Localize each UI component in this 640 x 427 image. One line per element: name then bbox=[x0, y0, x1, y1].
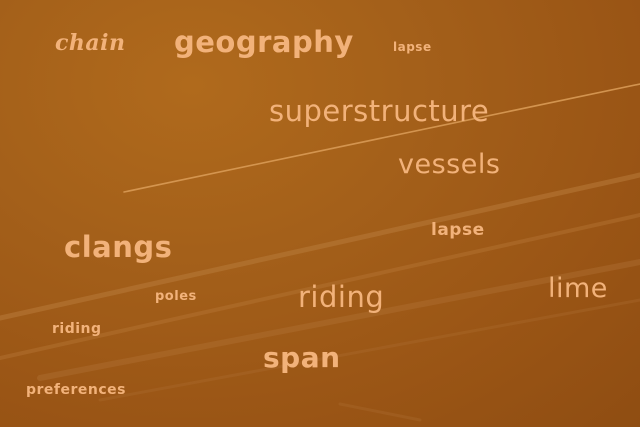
word-riding-large: riding bbox=[298, 280, 385, 314]
contrail-bright bbox=[123, 83, 640, 193]
contrail-long-3 bbox=[37, 259, 640, 381]
word-riding-small: riding bbox=[52, 321, 102, 337]
word-lapse-mid: lapse bbox=[431, 220, 485, 240]
word-vessels: vessels bbox=[398, 149, 501, 180]
contrail-long-4 bbox=[98, 298, 640, 402]
contrail-long-1 bbox=[0, 172, 640, 321]
contrail-long-2 bbox=[0, 213, 640, 360]
word-lapse-top: lapse bbox=[393, 40, 432, 54]
word-lime: lime bbox=[548, 273, 608, 304]
contrail-faint bbox=[338, 402, 422, 422]
word-superstructure: superstructure bbox=[269, 94, 490, 128]
word-poles: poles bbox=[155, 289, 197, 304]
word-geography: geography bbox=[174, 25, 354, 59]
word-chain: chain bbox=[55, 30, 126, 56]
word-clangs: clangs bbox=[64, 230, 173, 264]
word-span: span bbox=[263, 341, 341, 374]
word-preferences: preferences bbox=[26, 382, 126, 398]
